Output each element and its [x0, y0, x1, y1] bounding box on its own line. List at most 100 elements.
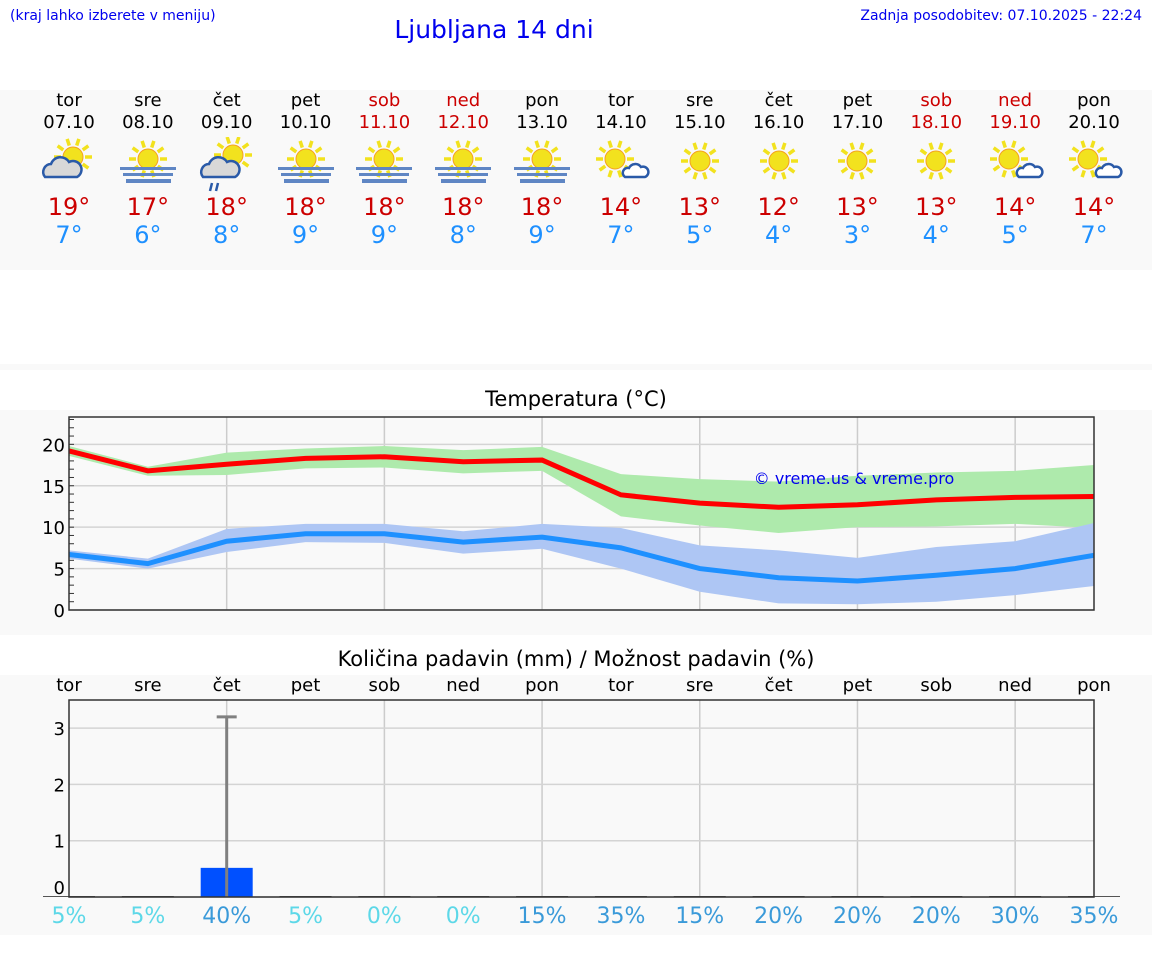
temperature-chart: 0 5 10 15 20 © vreme.us & vreme.pro — [42, 416, 1095, 622]
precipitation-probability: 35% — [596, 904, 646, 929]
sun-small-cloud-icon — [985, 137, 1045, 193]
y-tick-label: 5 — [54, 560, 65, 581]
precipitation-probability: 0% — [445, 904, 481, 929]
precipitation-probability: 5% — [51, 904, 87, 929]
precipitation-probability: 0% — [366, 904, 402, 929]
min-temperature: 7° — [55, 221, 83, 249]
y-tick-label: 10 — [42, 518, 65, 539]
x-tick-label: sob — [920, 675, 953, 696]
y-tick-label: 15 — [42, 477, 65, 498]
day-name: sre — [134, 90, 162, 111]
day-column: ned 19.10 14° 5° — [975, 90, 1055, 249]
day-name: čet — [764, 90, 793, 111]
max-temperature: 18° — [284, 193, 327, 221]
max-temperature: 19° — [47, 193, 91, 221]
day-name: tor — [608, 90, 634, 111]
x-tick-label: tor — [56, 675, 82, 696]
cloud-sun-rain-icon — [197, 136, 257, 193]
min-temperature: 5° — [1001, 221, 1029, 249]
y-tick-label: 0 — [54, 601, 65, 622]
day-name: ned — [446, 90, 481, 111]
precipitation-probability: 15% — [517, 904, 567, 929]
sun-fog-icon — [512, 137, 572, 193]
precipitation-probability: 20% — [754, 904, 804, 929]
max-temperature-range-band — [69, 445, 1094, 533]
forecast-panel — [0, 90, 1152, 270]
day-date: 12.10 — [437, 112, 489, 133]
x-tick-label: čet — [764, 675, 793, 696]
max-temperature: 17° — [126, 193, 170, 221]
min-temperature: 7° — [607, 221, 635, 249]
day-columns: tor 07.10 19° 7° sre 08.10 17° 6° čet 09.1… — [0, 90, 1152, 270]
x-tick-label: tor — [608, 675, 634, 696]
max-temperature: 14° — [599, 193, 643, 221]
plot-frame — [68, 699, 1095, 898]
max-temperature: 18° — [363, 193, 406, 221]
y-tick-label: 2 — [54, 775, 65, 796]
sun-icon — [906, 137, 966, 193]
day-column: pon 20.10 14° 7° — [1054, 90, 1134, 249]
day-column: pet 10.10 18° 9° — [266, 90, 346, 249]
min-temperature: 9° — [370, 221, 399, 249]
plot-area — [69, 700, 1094, 897]
max-temperature: 18° — [441, 193, 485, 221]
max-temperature: 13° — [915, 193, 958, 221]
day-column: čet 09.10 18° 8° — [187, 90, 267, 249]
sun-icon — [749, 137, 809, 193]
precipitation-probability: 5% — [288, 904, 323, 929]
max-temperature: 18° — [205, 193, 248, 221]
sun-small-cloud-icon — [1064, 137, 1124, 193]
sun-fog-icon — [118, 137, 178, 193]
day-name: ned — [998, 90, 1033, 111]
max-temperature: 14° — [993, 193, 1037, 221]
precipitation-probability: 35% — [1069, 904, 1119, 929]
day-name: sob — [920, 90, 953, 111]
precipitation-probability: 5% — [130, 904, 166, 929]
temperature-chart-title: Temperatura (°C) — [485, 387, 667, 411]
watermark: © vreme.us & vreme.pro — [754, 469, 955, 488]
x-tick-label: sob — [368, 675, 401, 696]
y-tick-label: 3 — [54, 719, 65, 740]
day-date: 11.10 — [358, 112, 411, 133]
min-temperature: 4° — [764, 221, 793, 249]
x-tick-label: ned — [446, 675, 481, 696]
x-tick-label: pon — [525, 675, 559, 696]
max-temperature: 14° — [1072, 193, 1116, 221]
day-column: sre 15.10 13° 5° — [660, 90, 740, 249]
day-column: tor 07.10 19° 7° — [29, 90, 109, 249]
max-temperature: 13° — [836, 193, 879, 221]
min-temperature: 7° — [1080, 221, 1108, 249]
plot-frame — [68, 416, 1095, 611]
max-temperature: 18° — [520, 193, 564, 221]
sun-fog-icon — [276, 137, 336, 193]
page-title: Ljubljana 14 dni — [394, 15, 594, 44]
x-tick-label: sre — [134, 675, 162, 696]
partly-cloudy-sun-icon — [39, 137, 99, 193]
min-temperature-range-band — [69, 523, 1094, 605]
precipitation-probability: 20% — [911, 904, 961, 929]
x-tick-label: pet — [290, 675, 321, 696]
day-column: pet 17.10 13° 3° — [817, 90, 897, 249]
y-tick-label: 1 — [54, 832, 65, 853]
day-name: tor — [56, 90, 82, 111]
min-temperature: 6° — [134, 221, 162, 249]
day-name: čet — [212, 90, 241, 111]
sun-fog-icon — [354, 137, 414, 193]
day-column: čet 16.10 12° 4° — [739, 90, 819, 249]
sun-icon — [670, 137, 730, 193]
precipitation-probability: 40% — [202, 904, 252, 929]
min-temperature: 9° — [291, 221, 320, 249]
sun-fog-icon — [433, 137, 493, 193]
day-name: pon — [1077, 90, 1111, 111]
x-tick-label: pet — [842, 675, 873, 696]
day-date: 16.10 — [752, 112, 805, 133]
day-date: 14.10 — [595, 112, 647, 133]
divider — [0, 364, 1152, 370]
day-column: ned 12.10 18° 8° — [423, 90, 503, 249]
day-date: 20.10 — [1068, 112, 1120, 133]
y-tick-label: 20 — [42, 435, 65, 456]
max-temperature-line — [68, 448, 1095, 510]
min-temperature: 3° — [843, 221, 872, 249]
min-temperature: 9° — [528, 221, 556, 249]
precipitation-probability: 20% — [833, 904, 882, 929]
